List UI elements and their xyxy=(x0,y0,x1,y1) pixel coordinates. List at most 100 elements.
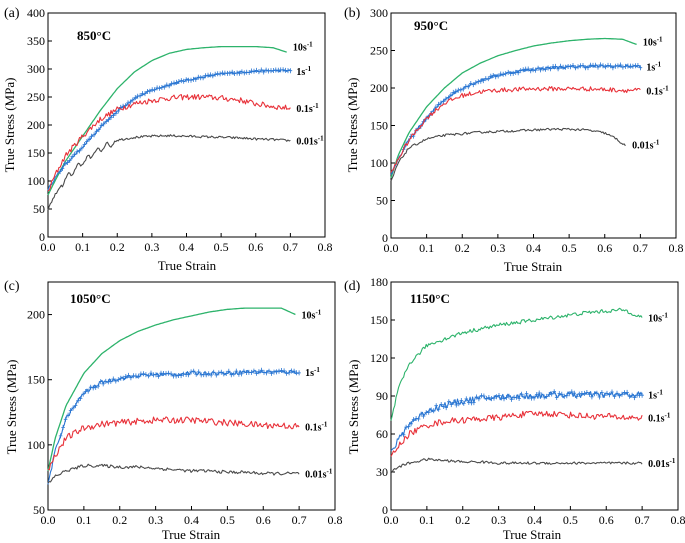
temperature-label: 950°C xyxy=(414,18,448,33)
axis-ticks: 0.0 0.1 0.2 0.3 0.4 0.5 0.6 0.7 0.8 0 50 100 150 200 2… xyxy=(370,6,684,255)
x-tick-label: 0.3 xyxy=(490,241,505,255)
data-curves xyxy=(47,45,293,211)
curve-label-1s-1: 1s-1 xyxy=(648,389,663,402)
plot-frame xyxy=(390,12,677,239)
chart-panel-d: (d) True Stress (MPa) True Strain 1150°C… xyxy=(344,275,685,542)
y-tick-label: 150 xyxy=(27,146,45,160)
curve-label-0.1s-1: 0.1s-1 xyxy=(648,412,671,425)
y-tick-label: 200 xyxy=(27,118,45,132)
x-tick-label: 0.7 xyxy=(635,513,650,527)
x-tick-label: 0.2 xyxy=(455,241,470,255)
x-axis-label: True Strain xyxy=(504,259,563,274)
y-axis-label: True Stress (MPa) xyxy=(346,360,361,455)
curve-label-exponent: -1 xyxy=(657,389,663,397)
curve-label-exponent: -1 xyxy=(654,138,660,146)
chart-panel-a: (a) True Stress (MPa) True Strain 850°C … xyxy=(2,6,333,273)
data-curves xyxy=(390,37,643,182)
y-tick-label: 0 xyxy=(39,230,45,244)
y-tick-label: 120 xyxy=(370,351,388,365)
x-axis-label: True Strain xyxy=(503,527,562,542)
y-tick-label: 300 xyxy=(370,6,388,20)
series-line-1s-1 xyxy=(390,64,641,175)
y-tick-label: 350 xyxy=(27,34,45,48)
axis-ticks: 0.0 0.1 0.2 0.3 0.4 0.5 0.6 0.7 0.8 0 30 60 90 120 150… xyxy=(370,275,685,527)
y-tick-label: 100 xyxy=(27,438,45,452)
curve-label-exponent: -1 xyxy=(315,309,321,317)
curve-label-exponent: -1 xyxy=(305,65,311,73)
series-line-0.01s-1 xyxy=(390,127,626,182)
y-tick-label: 250 xyxy=(27,90,45,104)
x-tick-label: 0.6 xyxy=(597,241,612,255)
curve-label-exponent: -1 xyxy=(665,412,671,420)
x-tick-label: 0.6 xyxy=(256,513,271,527)
curve-label-exponent: -1 xyxy=(657,36,663,44)
x-tick-label: 0.6 xyxy=(248,240,263,254)
curve-label-exponent: -1 xyxy=(663,84,669,92)
curve-label-exponent: -1 xyxy=(655,60,661,68)
y-tick-label: 150 xyxy=(27,373,45,387)
series-line-0.01s-1 xyxy=(47,463,300,484)
curve-label-exponent: -1 xyxy=(322,421,328,429)
curve-labels: 10s-1 1s-1 0.1s-1 0.01s-1 xyxy=(648,311,676,470)
x-tick-label: 0.0 xyxy=(41,240,56,254)
curve-labels: 10s-1 1s-1 0.1s-1 0.01s-1 xyxy=(632,36,669,152)
curve-label-10s-1: 10s-1 xyxy=(648,311,668,324)
x-tick-label: 0.3 xyxy=(148,513,163,527)
x-tick-label: 0.5 xyxy=(563,513,578,527)
series-line-10s-1 xyxy=(47,307,296,472)
x-tick-label: 0.5 xyxy=(562,241,577,255)
x-tick-label: 0.4 xyxy=(526,241,541,255)
curve-label-10s-1: 10s-1 xyxy=(293,41,313,54)
axis-ticks: 0.0 0.1 0.2 0.3 0.4 0.5 0.6 0.7 0.8 0 50 100 150 200 2… xyxy=(27,6,333,254)
x-tick-label: 0.2 xyxy=(455,513,470,527)
x-tick-label: 0.1 xyxy=(419,513,434,527)
y-tick-label: 60 xyxy=(376,427,388,441)
series-markers-1s-1 xyxy=(58,367,301,439)
curve-label-exponent: -1 xyxy=(327,468,333,476)
curve-label-0.01s-1: 0.01s-1 xyxy=(648,457,676,470)
y-tick-label: 250 xyxy=(370,44,388,58)
series-line-10s-1 xyxy=(390,307,643,421)
chart-panel-b: (b) True Stress (MPa) True Strain 950°C … xyxy=(344,6,684,274)
x-axis-label: True Strain xyxy=(158,258,217,273)
x-tick-label: 0.7 xyxy=(633,241,648,255)
series-line-0.01s-1 xyxy=(390,457,643,473)
series-line-0.1s-1 xyxy=(47,416,300,471)
curve-label-10s-1: 10s-1 xyxy=(643,36,663,49)
y-tick-label: 150 xyxy=(370,119,388,133)
series-markers-1s-1 xyxy=(58,67,293,175)
y-tick-label: 50 xyxy=(376,194,388,208)
curve-labels: 10s-1 1s-1 0.1s-1 0.01s-1 xyxy=(293,41,324,148)
panel-label: (b) xyxy=(344,6,361,21)
y-tick-label: 100 xyxy=(27,174,45,188)
x-tick-label: 0.4 xyxy=(184,513,199,527)
x-tick-label: 0.2 xyxy=(112,513,127,527)
x-tick-label: 0.8 xyxy=(318,240,333,254)
curve-label-exponent: -1 xyxy=(318,135,324,143)
curve-label-exponent: -1 xyxy=(670,457,676,465)
y-tick-label: 180 xyxy=(370,275,388,289)
series-line-0.1s-1 xyxy=(47,94,291,192)
x-tick-label: 0.2 xyxy=(110,240,125,254)
x-tick-label: 0.5 xyxy=(214,240,229,254)
x-tick-label: 0.5 xyxy=(220,513,235,527)
temperature-label: 1150°C xyxy=(410,291,450,306)
y-tick-label: 300 xyxy=(27,62,45,76)
data-curves xyxy=(390,307,644,473)
data-curves xyxy=(47,307,301,485)
curve-label-1s-1: 1s-1 xyxy=(305,366,320,379)
axis-ticks: 0.0 0.1 0.2 0.3 0.4 0.5 0.6 0.7 0.8 50 100 150 200 xyxy=(27,308,343,527)
curve-label-exponent: -1 xyxy=(314,366,320,374)
x-tick-label: 0.3 xyxy=(491,513,506,527)
x-tick-label: 0.6 xyxy=(599,513,614,527)
curve-label-0.1s-1: 0.1s-1 xyxy=(646,84,669,97)
x-tick-label: 0.4 xyxy=(527,513,542,527)
curve-label-exponent: -1 xyxy=(313,102,319,110)
chart-panel-c: (c) True Stress (MPa) True Strain 1050°C… xyxy=(4,279,343,542)
y-tick-label: 200 xyxy=(370,81,388,95)
x-tick-label: 0.4 xyxy=(179,240,194,254)
y-tick-label: 100 xyxy=(370,156,388,170)
temperature-label: 850°C xyxy=(77,28,111,43)
curve-label-10s-1: 10s-1 xyxy=(302,309,322,322)
curve-label-0.01s-1: 0.01s-1 xyxy=(305,468,333,481)
